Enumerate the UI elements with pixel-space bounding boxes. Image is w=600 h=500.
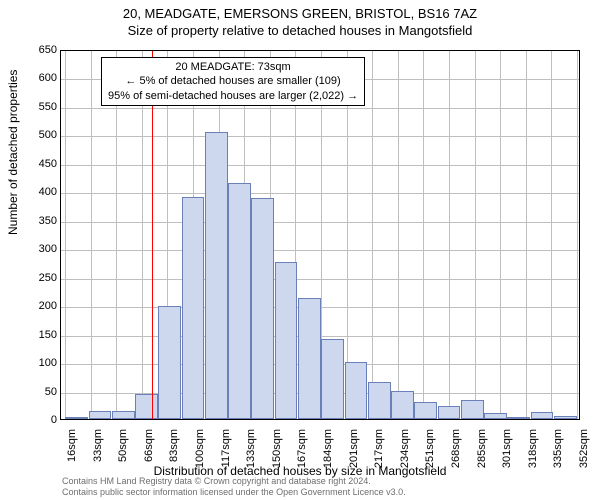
xtick-label: 301sqm <box>501 429 513 479</box>
gridline-h <box>61 250 579 251</box>
gridline-v <box>91 51 92 419</box>
gridline-h <box>61 165 579 166</box>
ytick-label: 300 <box>17 243 57 255</box>
xtick-label: 335sqm <box>552 429 564 479</box>
xtick-label: 201sqm <box>348 429 360 479</box>
gridline-v <box>116 51 117 419</box>
histogram-bar <box>251 198 274 419</box>
histogram-bar <box>507 417 530 419</box>
xtick-label: 133sqm <box>245 429 257 479</box>
histogram-bar <box>368 382 391 419</box>
ytick-label: 200 <box>17 300 57 312</box>
gridline-v <box>526 51 527 419</box>
gridline-v <box>551 51 552 419</box>
gridline-v <box>577 51 578 419</box>
xtick-label: 100sqm <box>194 429 206 479</box>
histogram-bar <box>182 197 205 419</box>
gridline-v <box>65 51 66 419</box>
gridline-v <box>423 51 424 419</box>
histogram-bar <box>135 394 158 419</box>
gridline-v <box>449 51 450 419</box>
ytick-label: 550 <box>17 101 57 113</box>
ytick-label: 150 <box>17 329 57 341</box>
histogram-bar <box>414 402 437 419</box>
xtick-label: 352sqm <box>578 429 590 479</box>
plot-area: 20 MEADGATE: 73sqm← 5% of detached house… <box>60 50 580 420</box>
reference-line <box>152 51 153 419</box>
gridline-v <box>398 51 399 419</box>
histogram-bar <box>89 411 112 419</box>
xtick-label: 16sqm <box>66 429 78 479</box>
annotation-line-1: 20 MEADGATE: 73sqm <box>108 60 358 74</box>
xtick-label: 234sqm <box>399 429 411 479</box>
histogram-bar <box>65 417 88 419</box>
xtick-label: 268sqm <box>450 429 462 479</box>
gridline-h <box>61 279 579 280</box>
annotation-line-3: 95% of semi-detached houses are larger (… <box>108 89 358 103</box>
histogram-bar <box>112 411 135 419</box>
gridline-h <box>61 108 579 109</box>
ytick-label: 400 <box>17 186 57 198</box>
xtick-label: 285sqm <box>476 429 488 479</box>
histogram-bar <box>345 362 368 419</box>
xtick-label: 50sqm <box>117 429 129 479</box>
title-line-2: Size of property relative to detached ho… <box>0 23 600 40</box>
ytick-label: 0 <box>17 414 57 426</box>
title-line-1: 20, MEADGATE, EMERSONS GREEN, BRISTOL, B… <box>0 6 600 23</box>
histogram-bar <box>438 406 461 419</box>
histogram-bar <box>158 306 181 419</box>
ytick-label: 500 <box>17 129 57 141</box>
histogram-bar <box>298 298 321 419</box>
xtick-label: 251sqm <box>424 429 436 479</box>
annotation-box: 20 MEADGATE: 73sqm← 5% of detached house… <box>101 57 365 106</box>
xtick-label: 318sqm <box>527 429 539 479</box>
xtick-label: 150sqm <box>271 429 283 479</box>
ytick-label: 250 <box>17 272 57 284</box>
histogram-bar <box>275 262 298 419</box>
histogram-bar <box>531 412 554 419</box>
y-axis-label: Number of detached properties <box>6 70 20 235</box>
xtick-label: 184sqm <box>322 429 334 479</box>
xtick-label: 167sqm <box>296 429 308 479</box>
footer-attribution: Contains HM Land Registry data © Crown c… <box>62 476 406 498</box>
ytick-label: 50 <box>17 386 57 398</box>
ytick-label: 600 <box>17 72 57 84</box>
gridline-h <box>61 193 579 194</box>
ytick-label: 350 <box>17 215 57 227</box>
histogram-bar <box>461 400 484 419</box>
xtick-label: 33sqm <box>92 429 104 479</box>
chart-title-block: 20, MEADGATE, EMERSONS GREEN, BRISTOL, B… <box>0 0 600 40</box>
histogram-bar <box>484 413 507 419</box>
histogram-bar <box>321 339 344 419</box>
xtick-label: 117sqm <box>220 429 232 479</box>
gridline-h <box>61 136 579 137</box>
gridline-v <box>500 51 501 419</box>
xtick-label: 217sqm <box>373 429 385 479</box>
histogram-bar <box>205 132 228 419</box>
xtick-label: 83sqm <box>168 429 180 479</box>
gridline-v <box>475 51 476 419</box>
gridline-h <box>61 222 579 223</box>
footer-line-2: Contains public sector information licen… <box>62 487 406 498</box>
annotation-line-2: ← 5% of detached houses are smaller (109… <box>108 74 358 88</box>
ytick-label: 100 <box>17 357 57 369</box>
gridline-v <box>372 51 373 419</box>
xtick-label: 66sqm <box>143 429 155 479</box>
histogram-bar <box>554 416 577 419</box>
ytick-label: 450 <box>17 158 57 170</box>
ytick-label: 650 <box>17 44 57 56</box>
histogram-bar <box>391 391 414 419</box>
gridline-v <box>142 51 143 419</box>
histogram-bar <box>228 183 251 419</box>
